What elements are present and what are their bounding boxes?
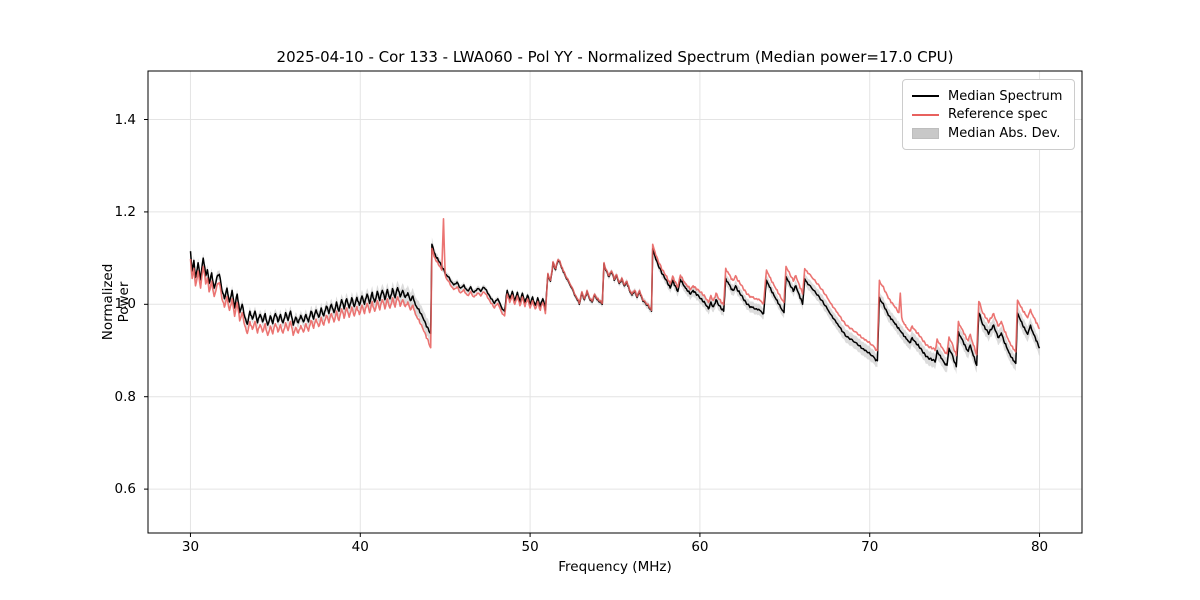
reference-spec-line-sample	[912, 113, 939, 116]
reference-spec-line	[189, 218, 1041, 357]
chart-title: 2025-04-10 - Cor 133 - LWA060 - Pol YY -…	[276, 48, 954, 66]
y-tick-label: 0.8	[114, 388, 136, 405]
x-tick-label: 60	[691, 539, 709, 555]
plot-border	[147, 70, 1083, 534]
x-tick-label: 40	[351, 539, 369, 555]
median-spectrum-line	[189, 243, 1041, 368]
median-spectrum-line-sample	[912, 95, 939, 97]
legend-item-median-spectrum: Median Spectrum	[912, 87, 1064, 105]
y-tick-label: 1.0	[114, 296, 136, 313]
x-axis-label: Frequency (MHz)	[558, 559, 672, 575]
y-tick-label: 1.2	[114, 203, 136, 220]
legend-item-median-abs-dev: Median Abs. Dev.	[912, 124, 1064, 142]
legend-label: Median Abs. Dev.	[948, 125, 1061, 141]
legend-label: Median Spectrum	[948, 88, 1063, 104]
y-tick-label: 0.6	[114, 481, 136, 498]
mad-band-patch-sample	[912, 127, 939, 139]
legend-item-reference-spec: Reference spec	[912, 106, 1064, 124]
x-tick-label: 30	[181, 539, 200, 555]
x-tick-label: 50	[521, 539, 539, 555]
legend-label: Reference spec	[948, 107, 1048, 122]
y-tick-label: 1.4	[114, 111, 136, 128]
x-tick-label: 70	[861, 539, 879, 555]
legend: Median Spectrum Reference spec Median Ab…	[902, 79, 1075, 150]
mad-band	[190, 237, 1040, 375]
x-tick-label: 80	[1030, 539, 1049, 555]
